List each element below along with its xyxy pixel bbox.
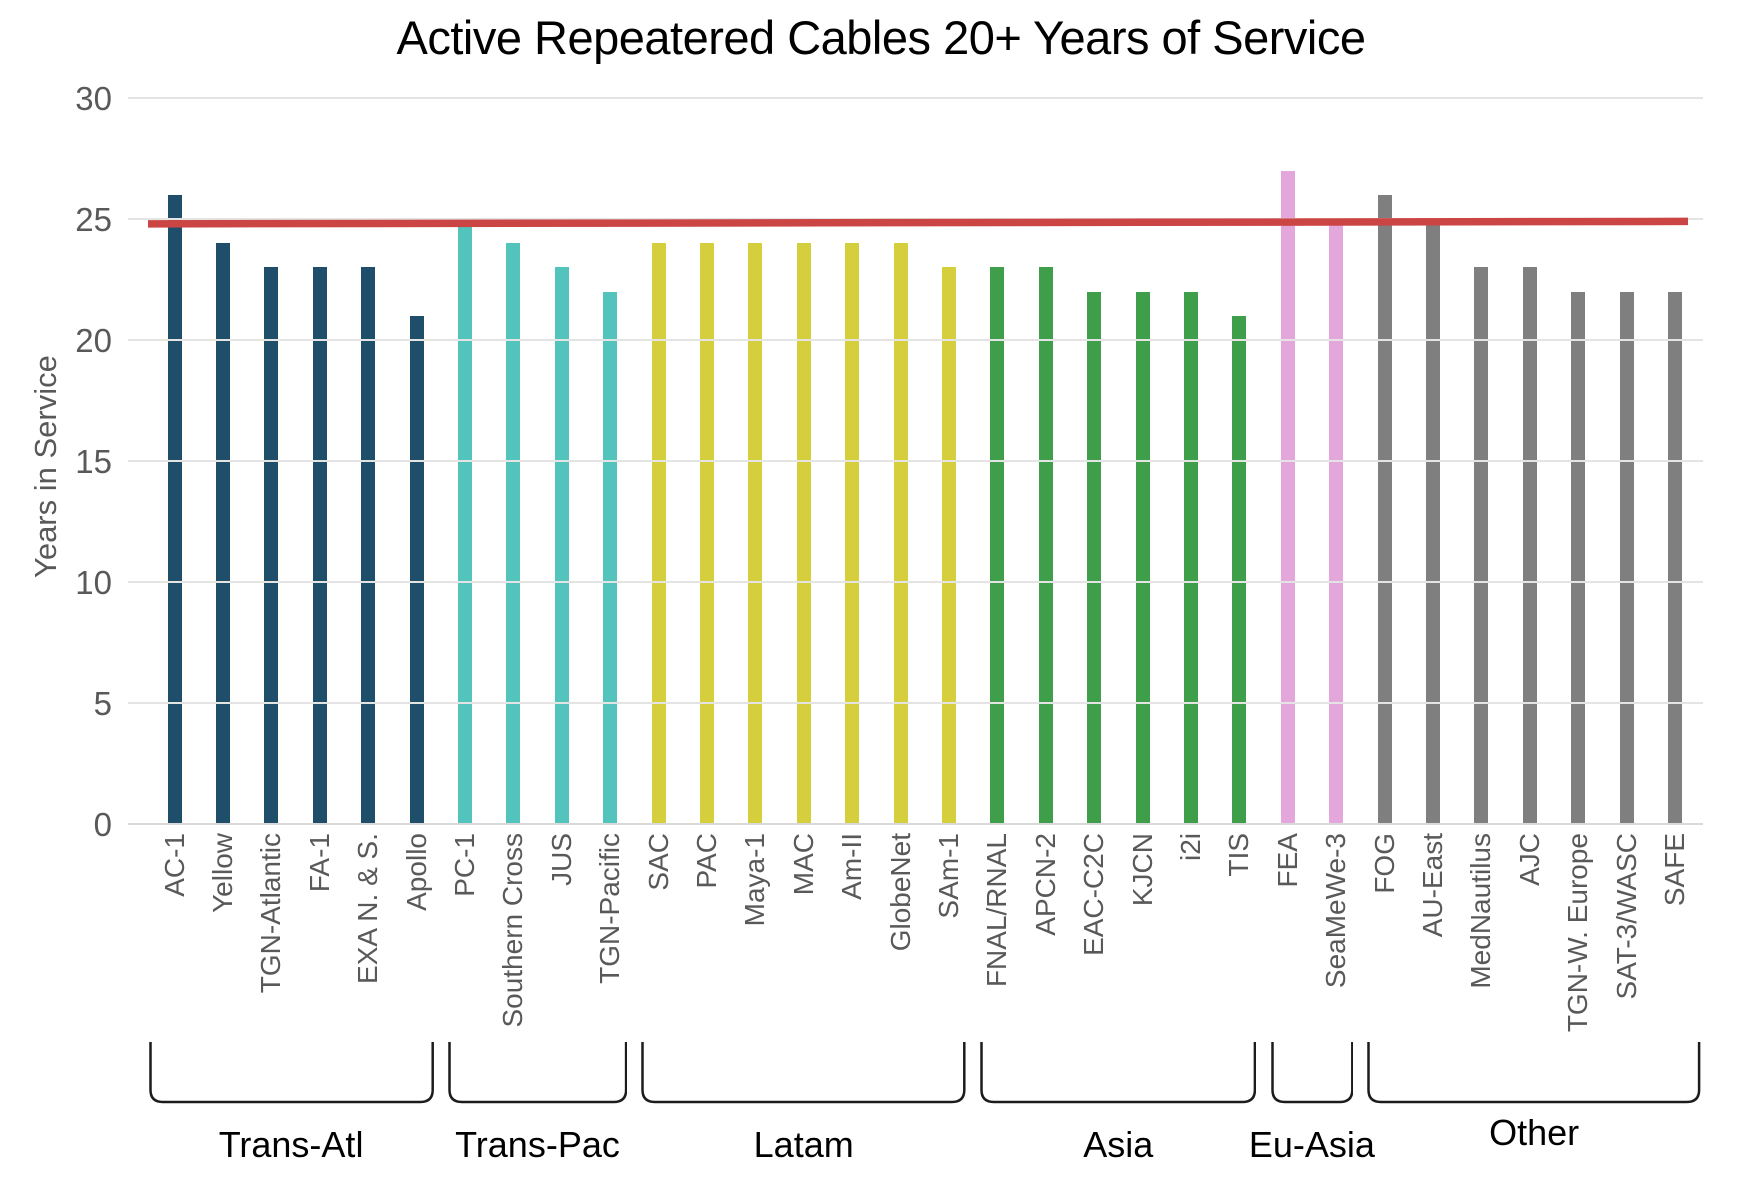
y-tick-label: 15: [75, 443, 112, 480]
bar-tgn-pacific: [603, 291, 618, 824]
y-tick-label: 20: [75, 322, 112, 359]
group-label-eu-asia: Eu-Asia: [1248, 1124, 1375, 1165]
bar-apollo: [409, 315, 424, 824]
gridline: [128, 581, 1703, 583]
group-brace: [980, 1042, 1257, 1104]
bar-label: FEA: [1271, 833, 1303, 888]
bar-sam-1: [941, 267, 956, 824]
group-label-trans-pac: Trans-Pac: [455, 1124, 620, 1165]
gridline: [128, 218, 1703, 220]
gridline: [128, 702, 1703, 704]
bar-label: AJC: [1513, 833, 1545, 886]
bar-fog: [1377, 194, 1392, 824]
group-brace: [148, 1042, 434, 1104]
bar-sac: [651, 243, 666, 824]
bar-safe: [1667, 291, 1682, 824]
group-brace: [1367, 1042, 1701, 1104]
x-axis-baseline: [128, 823, 1703, 825]
group-brace: [641, 1042, 966, 1104]
plot-area: [128, 98, 1703, 824]
y-tick-label: 30: [75, 80, 112, 117]
group-label-asia: Asia: [1083, 1124, 1154, 1165]
group-brace: [1270, 1042, 1354, 1104]
bar-jus: [554, 267, 569, 824]
bar-pac: [699, 243, 714, 824]
gridline: [128, 460, 1703, 462]
gridline: [128, 339, 1703, 341]
bar-seamewe-3: [1329, 223, 1344, 824]
bar-exa-n-s-: [361, 267, 376, 824]
group-label-latam: Latam: [753, 1124, 854, 1165]
bar-sat-3-wasc: [1619, 291, 1634, 824]
bar-pc-1: [457, 223, 472, 824]
bar-maya-1: [748, 243, 763, 824]
group-label-other: Other: [1489, 1112, 1580, 1153]
gridline: [128, 97, 1703, 99]
bar-au-east: [1425, 223, 1440, 824]
bar-tgn-atlantic: [264, 267, 279, 824]
bar-ajc: [1522, 267, 1537, 824]
bar-mednautilus: [1474, 267, 1489, 824]
bar-kjcn: [1135, 291, 1150, 824]
bar-label: SAFE: [1658, 833, 1690, 907]
bar-ac-1: [167, 194, 182, 824]
bar-label: i2i: [1174, 833, 1206, 862]
bar-label: JUS: [545, 833, 577, 886]
group-label-trans-atl: Trans-Atl: [218, 1124, 364, 1165]
y-tick-label: 10: [75, 564, 112, 601]
chart-title: Active Repeatered Cables 20+ Years of Se…: [396, 11, 1366, 64]
bar-label: TIS: [1223, 833, 1255, 877]
bar-tis: [1232, 315, 1247, 824]
bar-mac: [796, 243, 811, 824]
bar-globenet: [893, 243, 908, 824]
bar-southern-cross: [506, 243, 521, 824]
y-tick-label: 25: [75, 201, 112, 238]
bar-i2i: [1183, 291, 1198, 824]
bar-apcn-2: [1038, 267, 1053, 824]
bar-am-ii: [845, 243, 860, 824]
bar-eac-c2c: [1087, 291, 1102, 824]
group-brace: [447, 1042, 628, 1104]
y-tick-label: 0: [93, 806, 112, 843]
bar-fnal-rnal: [990, 267, 1005, 824]
bar-tgn-w-europe: [1571, 291, 1586, 824]
y-tick-label: 5: [93, 685, 112, 722]
bar-fa-1: [312, 267, 327, 824]
bar-yellow: [215, 243, 230, 824]
bar-fea: [1280, 170, 1295, 824]
